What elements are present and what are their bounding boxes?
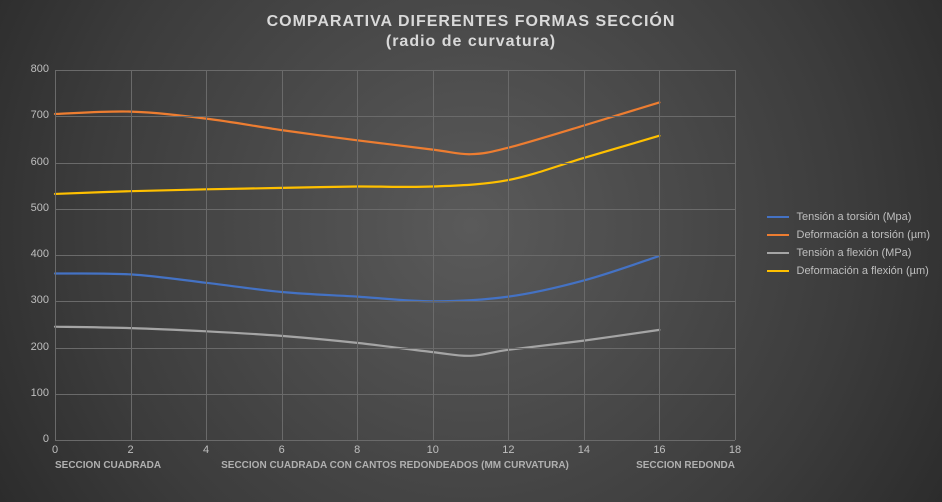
y-tick-label: 700 [21,109,49,121]
legend-label: Deformación a flexión (µm) [797,265,929,277]
legend-swatch [767,252,789,254]
legend-row: Deformación a torsión (µm) [767,229,931,241]
grid-line-vertical [206,70,207,440]
chart-plot-area: 0100200300400500600700800024681012141618… [55,70,735,440]
legend-label: Deformación a torsión (µm) [797,229,931,241]
x-tick-label: 8 [347,444,367,456]
grid-line-horizontal [55,348,735,349]
grid-line-vertical [433,70,434,440]
grid-line-vertical [131,70,132,440]
grid-line-vertical [282,70,283,440]
title-line-2: (radio de curvatura) [386,33,556,50]
legend-row: Tensión a flexión (MPa) [767,247,931,259]
title-line-1: COMPARATIVA DIFERENTES FORMAS SECCIÓN [267,13,676,30]
grid-line-vertical [508,70,509,440]
y-tick-label: 400 [21,248,49,260]
y-tick-label: 100 [21,387,49,399]
grid-line-vertical [55,70,56,440]
legend-swatch [767,270,789,272]
legend-label: Tensión a flexión (MPa) [797,247,912,259]
x-tick-label: 6 [272,444,292,456]
grid-line-horizontal [55,70,735,71]
grid-line-horizontal [55,116,735,117]
legend-label: Tensión a torsión (Mpa) [797,211,912,223]
legend-row: Tensión a torsión (Mpa) [767,211,931,223]
x-tick-label: 16 [649,444,669,456]
grid-line-vertical [357,70,358,440]
x-tick-label: 10 [423,444,443,456]
grid-line-horizontal [55,301,735,302]
x-tick-label: 18 [725,444,745,456]
x-tick-label: 12 [498,444,518,456]
x-tick-label: 2 [121,444,141,456]
x-axis-category-label: SECCION CUADRADA [55,460,195,471]
y-tick-label: 800 [21,63,49,75]
legend-swatch [767,216,789,218]
y-tick-label: 300 [21,294,49,306]
grid-line-horizontal [55,209,735,210]
chart-title: COMPARATIVA DIFERENTES FORMAS SECCIÓN (r… [0,0,942,52]
legend-row: Deformación a flexión (µm) [767,265,931,277]
x-axis-category-label: SECCION REDONDA [595,460,735,471]
grid-line-vertical [584,70,585,440]
x-tick-label: 14 [574,444,594,456]
y-tick-label: 600 [21,156,49,168]
grid-line-horizontal [55,394,735,395]
grid-line-horizontal [55,440,735,441]
legend-swatch [767,234,789,236]
x-tick-label: 0 [45,444,65,456]
y-tick-label: 200 [21,341,49,353]
grid-line-horizontal [55,163,735,164]
grid-line-vertical [735,70,736,440]
grid-line-vertical [659,70,660,440]
x-tick-label: 4 [196,444,216,456]
x-axis-category-label: SECCION CUADRADA CON CANTOS REDONDEADOS … [185,460,605,471]
grid-line-horizontal [55,255,735,256]
chart-legend: Tensión a torsión (Mpa) Deformación a tor… [767,205,931,283]
y-tick-label: 500 [21,202,49,214]
